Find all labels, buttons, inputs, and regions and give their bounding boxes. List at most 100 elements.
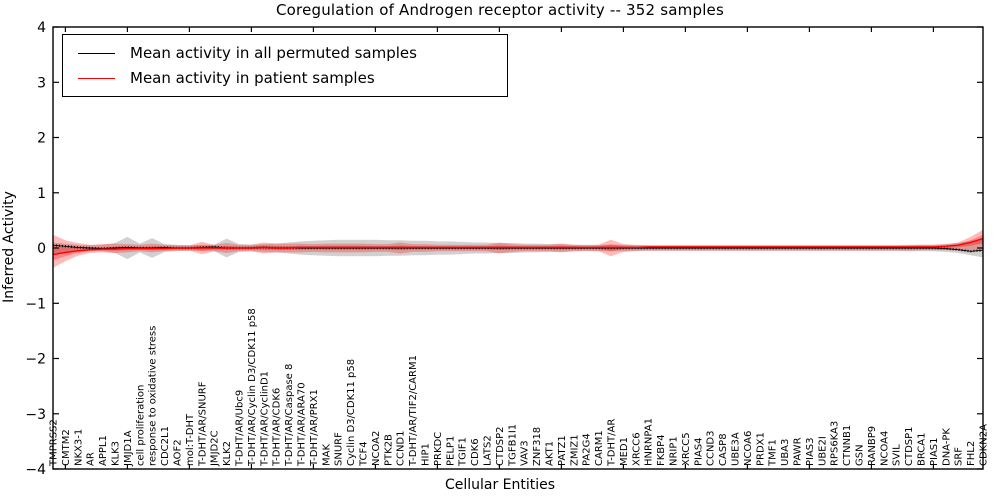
- x-axis-label: Cellular Entities: [444, 477, 556, 493]
- x-tick-label: LATS2: [483, 435, 494, 466]
- y-tick-labels: 4 3 2 1 0 −1 −2 −3 −4: [25, 20, 46, 478]
- legend-label-patient: Mean activity in patient samples: [130, 69, 375, 87]
- x-tick-label: SRF: [954, 447, 965, 466]
- x-tick-label: Cyclin D3/CDK11 p58: [346, 359, 357, 466]
- y-tick-label: −3: [25, 407, 46, 423]
- x-tick-label: XRCC6: [631, 432, 642, 466]
- x-tick-label: T-DHT/AR/CyclinD1: [259, 371, 270, 467]
- x-tick-label: CCND1: [396, 430, 407, 466]
- x-tick-label: ZMIZ1: [569, 434, 580, 466]
- x-tick-label: GSN: [855, 444, 866, 466]
- y-tick-label: 4: [37, 20, 46, 36]
- x-tick-label: T-DHT/AR: [607, 419, 618, 467]
- x-tick-label: CDKN2A: [979, 424, 990, 466]
- x-tick-labels: TMPRSS2 CMTM2 NKX3-1 AR APPL1 KLK3 JMJD1A cell …: [49, 308, 990, 467]
- x-tick-label: CTDSP2: [495, 426, 506, 466]
- x-tick-label: response to oxidative stress: [148, 326, 159, 466]
- x-tick-label: PELP1: [445, 436, 456, 466]
- x-tick-label: UBA3: [780, 439, 791, 466]
- x-tick-label: T-DHT/AR/ARA70: [297, 382, 308, 467]
- chart-title: Coregulation of Androgen receptor activi…: [275, 1, 725, 19]
- x-tick-label: PAWR: [793, 437, 804, 466]
- x-tick-label: PIAS3: [805, 437, 816, 466]
- x-tick-label: NCOA4: [879, 431, 890, 466]
- x-tick-label: CDC2L1: [160, 426, 171, 466]
- plot-frame: [52, 26, 984, 470]
- x-tick-label: T-DHT/AR/CDK6: [272, 388, 283, 467]
- x-tick-label: SNURF: [334, 432, 345, 466]
- x-tick-label: FKBP4: [656, 434, 667, 466]
- y-tick-label: 0: [37, 241, 46, 257]
- x-tick-label: ZNF318: [532, 427, 543, 466]
- x-tick-label: PRKDC: [433, 432, 444, 466]
- x-tick-label: RPS6KA3: [830, 421, 841, 466]
- x-tick-label: MED1: [619, 437, 630, 466]
- x-tick-label: NCOA6: [743, 431, 754, 466]
- x-tick-label: JMJD1A: [123, 430, 134, 467]
- x-tick-label: PTK2B: [383, 434, 394, 466]
- x-tick-label: PIAS4: [693, 437, 704, 466]
- x-tick-label: AKT1: [545, 441, 556, 466]
- x-tick-label: mol:T-DHT: [185, 413, 196, 466]
- x-tick-label: XRCC5: [681, 432, 692, 466]
- y-tick-label: −4: [25, 462, 46, 478]
- x-tick-label: UBE3A: [731, 432, 742, 466]
- patient-line-sample: [78, 77, 115, 79]
- x-tick-label: RANBP9: [867, 426, 878, 466]
- x-tick-label: TMF1: [768, 439, 779, 467]
- permuted-line-sample: [78, 52, 115, 54]
- y-tick-label: 1: [37, 186, 46, 202]
- legend: Mean activity in all permuted samples Me…: [62, 34, 508, 97]
- x-tick-label: HNRNPA1: [644, 418, 655, 466]
- x-tick-label: TGIF1: [458, 437, 469, 467]
- x-tick-label: T-DHT/AR/Caspase 8: [284, 364, 295, 467]
- x-tick-label: AR: [86, 452, 97, 466]
- x-tick-label: KLK2: [222, 441, 233, 466]
- x-tick-label: BRCA1: [917, 433, 928, 467]
- x-tick-label: CMTM2: [61, 429, 72, 466]
- x-tick-label: NCOA2: [371, 431, 382, 466]
- y-tick-label: 2: [37, 131, 46, 147]
- x-tick-label: CDK6: [470, 438, 481, 466]
- x-tick-label: NRIP1: [669, 436, 680, 466]
- y-tick-label: −1: [25, 296, 46, 312]
- x-tick-label: T-DHT/AR/Cyclin D3/CDK11 p58: [247, 308, 258, 467]
- x-tick-label: PATZ1: [557, 435, 568, 466]
- x-tick-label: KLK3: [111, 441, 122, 466]
- x-tick-label: AOF2: [173, 439, 184, 466]
- x-tick-label: SVIL: [892, 444, 903, 466]
- x-tick-label: cell proliferation: [135, 385, 146, 466]
- x-tick-label: VAV3: [520, 440, 531, 466]
- x-tick-label: FHL2: [966, 441, 977, 466]
- x-tick-label: CTNNB1: [842, 425, 853, 466]
- x-tick-label: PRDX1: [755, 432, 766, 466]
- x-tick-label: CASP8: [718, 433, 729, 466]
- x-tick-label: T-DHT/AR/TIF2/CARM1: [408, 355, 419, 467]
- patient-mean-line: [52, 237, 984, 256]
- mean-lines: [52, 237, 984, 256]
- x-tick-label: PA2G4: [582, 433, 593, 466]
- x-tick-label: CTDSP1: [904, 426, 915, 466]
- x-tick-label: APPL1: [98, 435, 109, 466]
- x-tick-label: JMJD2C: [210, 430, 221, 467]
- legend-item-patient: Mean activity in patient samples: [71, 69, 499, 87]
- x-tick-label: DNA-PK: [941, 428, 952, 466]
- legend-item-permuted: Mean activity in all permuted samples: [71, 44, 499, 62]
- x-tick-label: UBE2I: [817, 436, 828, 466]
- y-tick-label: 3: [37, 75, 46, 91]
- x-tick-label: CCND3: [706, 430, 717, 466]
- x-tick-label: MAK: [321, 444, 332, 466]
- x-tick-label: HIP1: [421, 443, 432, 466]
- x-tick-label: NKX3-1: [73, 429, 84, 466]
- x-tick-label: T-DHT/AR/SNURF: [197, 381, 208, 467]
- legend-label-permuted: Mean activity in all permuted samples: [130, 44, 417, 62]
- x-tick-label: PIAS1: [929, 437, 940, 466]
- x-tick-label: TCF4: [359, 441, 370, 467]
- x-tick-label: TMPRSS2: [49, 419, 60, 467]
- x-tick-label: T-DHT/AR/PRX1: [309, 389, 320, 467]
- x-tick-label: CARM1: [594, 430, 605, 466]
- y-tick-label: −2: [25, 352, 46, 368]
- x-tick-label: T-DHT/AR/Ubc9: [235, 390, 246, 467]
